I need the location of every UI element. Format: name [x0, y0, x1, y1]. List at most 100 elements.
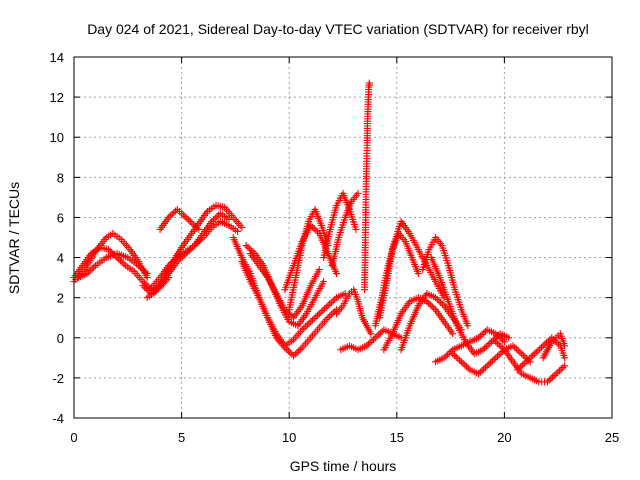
data-point [512, 345, 520, 353]
data-point [490, 355, 498, 363]
data-point [90, 263, 98, 271]
data-point [368, 337, 376, 345]
data-point [539, 342, 547, 350]
data-point [428, 302, 436, 310]
data-point [376, 329, 384, 337]
data-point [181, 213, 189, 221]
data-point [561, 354, 569, 362]
data-point [536, 345, 544, 353]
data-point [322, 303, 330, 311]
series-arc-5 [143, 201, 246, 302]
data-point [435, 297, 443, 305]
data-point [557, 365, 565, 373]
data-point [449, 350, 457, 358]
y-tick-label: 14 [50, 50, 64, 65]
data-point [378, 327, 386, 335]
data-point [354, 189, 362, 197]
data-point [191, 242, 199, 250]
data-point [320, 278, 328, 286]
data-point [142, 285, 150, 293]
data-point [213, 213, 221, 221]
data-point [554, 368, 562, 376]
data-point [494, 331, 502, 339]
data-point [286, 311, 294, 319]
data-point [517, 363, 525, 371]
data-point [485, 360, 493, 368]
data-point [497, 349, 505, 357]
series-arc-22 [419, 234, 472, 330]
series-arc-21 [397, 290, 465, 354]
data-point [444, 351, 452, 359]
data-point [476, 332, 484, 340]
data-point [425, 299, 433, 307]
data-point [532, 348, 540, 356]
data-point [478, 367, 486, 375]
data-point [375, 331, 383, 339]
y-tick-label: 6 [57, 210, 64, 225]
data-point [319, 307, 327, 315]
data-point [166, 212, 174, 220]
data-point [456, 356, 464, 364]
data-point [366, 339, 374, 347]
series-arc-23 [427, 254, 513, 358]
data-point [513, 366, 521, 374]
data-point [445, 349, 453, 357]
data-point [234, 227, 242, 235]
data-point [547, 375, 555, 383]
data-point [432, 294, 440, 302]
data-point [85, 268, 93, 276]
data-point [527, 353, 535, 361]
x-tick-label: 0 [70, 430, 77, 445]
data-point [495, 341, 503, 349]
data-point [440, 354, 448, 362]
data-point [308, 316, 316, 324]
series-spike [361, 79, 374, 294]
grid-layer [74, 57, 612, 418]
data-point [138, 265, 146, 273]
data-point [509, 342, 517, 350]
data-point [314, 311, 322, 319]
data-point [543, 339, 551, 347]
data-point [438, 300, 446, 308]
series-arc-14 [320, 189, 360, 262]
series-arc-7 [156, 205, 203, 233]
data-point [497, 335, 505, 343]
x-tick-label: 15 [390, 430, 404, 445]
data-point [211, 214, 219, 222]
plot-frame [73, 56, 613, 419]
data-point [191, 222, 199, 230]
data-point [519, 351, 527, 359]
y-tick-label: 12 [50, 90, 64, 105]
data-point [170, 257, 178, 265]
data-point [481, 327, 489, 335]
data-point [534, 347, 542, 355]
data-point [371, 334, 379, 342]
data-point [481, 344, 489, 352]
data-point [559, 363, 567, 371]
chart-title: Day 024 of 2021, Sidereal Day-to-day VTE… [87, 21, 589, 37]
data-point [118, 258, 126, 266]
data-point [326, 300, 334, 308]
data-point [518, 350, 526, 358]
data-point [300, 324, 308, 332]
data-point [329, 309, 337, 317]
data-point [284, 347, 292, 355]
data-point [454, 355, 462, 363]
data-point [480, 329, 488, 337]
data-point [550, 371, 558, 379]
data-point [430, 304, 438, 312]
data-point [333, 270, 341, 278]
data-point [314, 228, 322, 236]
data-point [414, 270, 422, 278]
data-point [242, 242, 250, 250]
data-point [168, 210, 176, 218]
data-point [555, 367, 563, 375]
data-point [83, 270, 91, 278]
data-point [139, 282, 147, 290]
data-point [483, 362, 491, 370]
data-point [186, 217, 194, 225]
data-point [367, 330, 375, 338]
data-point [307, 318, 315, 326]
data-point [366, 81, 374, 89]
